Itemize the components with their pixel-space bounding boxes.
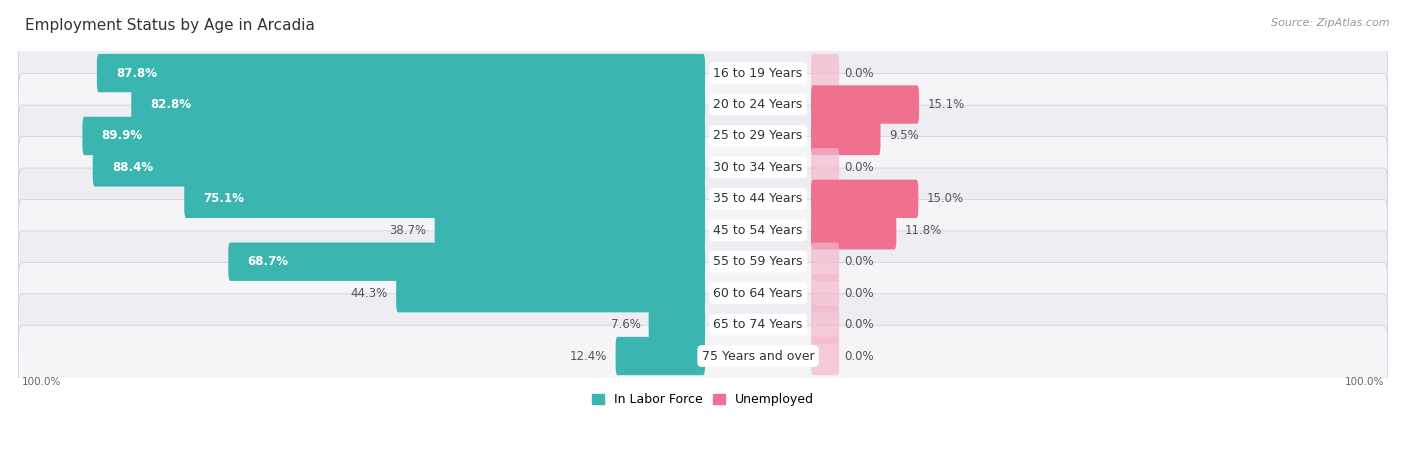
FancyBboxPatch shape xyxy=(228,243,704,281)
Text: 25 to 29 Years: 25 to 29 Years xyxy=(713,129,803,143)
Text: 35 to 44 Years: 35 to 44 Years xyxy=(713,192,803,205)
FancyBboxPatch shape xyxy=(616,337,704,375)
Text: 12.4%: 12.4% xyxy=(569,350,607,363)
Text: 87.8%: 87.8% xyxy=(117,67,157,79)
Text: 0.0%: 0.0% xyxy=(844,67,873,79)
Text: 0.0%: 0.0% xyxy=(844,318,873,331)
Text: 75 Years and over: 75 Years and over xyxy=(702,350,814,363)
FancyBboxPatch shape xyxy=(18,74,1388,135)
FancyBboxPatch shape xyxy=(811,148,839,187)
Text: 0.0%: 0.0% xyxy=(844,255,873,268)
Text: 45 to 54 Years: 45 to 54 Years xyxy=(713,224,803,237)
FancyBboxPatch shape xyxy=(18,137,1388,198)
FancyBboxPatch shape xyxy=(811,85,920,124)
FancyBboxPatch shape xyxy=(811,117,880,155)
Text: 88.4%: 88.4% xyxy=(112,161,153,174)
FancyBboxPatch shape xyxy=(18,199,1388,261)
Text: 44.3%: 44.3% xyxy=(350,287,388,299)
FancyBboxPatch shape xyxy=(184,179,704,218)
Text: 15.0%: 15.0% xyxy=(927,192,963,205)
FancyBboxPatch shape xyxy=(811,305,839,344)
Text: 9.5%: 9.5% xyxy=(889,129,918,143)
FancyBboxPatch shape xyxy=(648,305,704,344)
FancyBboxPatch shape xyxy=(811,179,918,218)
FancyBboxPatch shape xyxy=(83,117,704,155)
Text: 0.0%: 0.0% xyxy=(844,350,873,363)
FancyBboxPatch shape xyxy=(811,337,839,375)
Text: Source: ZipAtlas.com: Source: ZipAtlas.com xyxy=(1271,18,1389,28)
Legend: In Labor Force, Unemployed: In Labor Force, Unemployed xyxy=(586,388,820,411)
Text: 0.0%: 0.0% xyxy=(844,161,873,174)
Text: 15.1%: 15.1% xyxy=(928,98,965,111)
FancyBboxPatch shape xyxy=(97,54,704,92)
FancyBboxPatch shape xyxy=(396,274,704,313)
Text: Employment Status by Age in Arcadia: Employment Status by Age in Arcadia xyxy=(25,18,315,33)
FancyBboxPatch shape xyxy=(811,211,897,249)
Text: 100.0%: 100.0% xyxy=(1344,377,1384,387)
FancyBboxPatch shape xyxy=(131,85,704,124)
Text: 30 to 34 Years: 30 to 34 Years xyxy=(713,161,803,174)
Text: 82.8%: 82.8% xyxy=(150,98,191,111)
Text: 60 to 64 Years: 60 to 64 Years xyxy=(713,287,803,299)
Text: 55 to 59 Years: 55 to 59 Years xyxy=(713,255,803,268)
FancyBboxPatch shape xyxy=(18,325,1388,387)
FancyBboxPatch shape xyxy=(18,42,1388,104)
FancyBboxPatch shape xyxy=(434,211,704,249)
Text: 0.0%: 0.0% xyxy=(844,287,873,299)
Text: 20 to 24 Years: 20 to 24 Years xyxy=(713,98,803,111)
FancyBboxPatch shape xyxy=(811,243,839,281)
Text: 11.8%: 11.8% xyxy=(904,224,942,237)
FancyBboxPatch shape xyxy=(811,274,839,313)
Text: 75.1%: 75.1% xyxy=(204,192,245,205)
FancyBboxPatch shape xyxy=(18,105,1388,167)
FancyBboxPatch shape xyxy=(18,231,1388,293)
Text: 38.7%: 38.7% xyxy=(389,224,426,237)
Text: 100.0%: 100.0% xyxy=(22,377,62,387)
Text: 89.9%: 89.9% xyxy=(101,129,143,143)
Text: 7.6%: 7.6% xyxy=(610,318,640,331)
Text: 16 to 19 Years: 16 to 19 Years xyxy=(713,67,803,79)
FancyBboxPatch shape xyxy=(18,168,1388,230)
Text: 65 to 74 Years: 65 to 74 Years xyxy=(713,318,803,331)
FancyBboxPatch shape xyxy=(811,54,839,92)
Text: 68.7%: 68.7% xyxy=(247,255,288,268)
FancyBboxPatch shape xyxy=(18,262,1388,324)
FancyBboxPatch shape xyxy=(18,294,1388,355)
FancyBboxPatch shape xyxy=(93,148,704,187)
